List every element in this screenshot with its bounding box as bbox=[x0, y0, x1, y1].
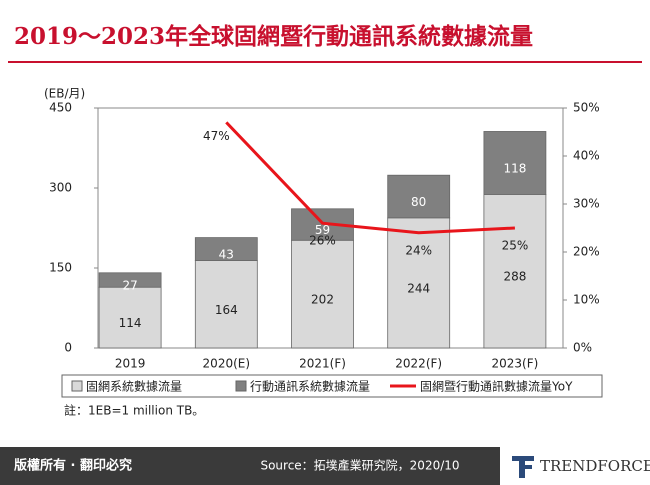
x-tick-label: 2020(E) bbox=[203, 357, 250, 371]
line-value-label: 26% bbox=[309, 234, 336, 248]
bar-segment bbox=[387, 217, 451, 349]
bar-segment bbox=[98, 272, 162, 288]
bar-value-label: 27 bbox=[122, 279, 137, 293]
y2-tick-label: 50% bbox=[573, 101, 600, 115]
bar-segment bbox=[483, 131, 547, 195]
bar-value-label: 164 bbox=[215, 303, 238, 317]
bar-segment bbox=[483, 193, 547, 349]
chart-title: 2019～2023年全球固網暨行動通訊系統數據流量 bbox=[14, 23, 533, 50]
bar-segment bbox=[291, 239, 354, 349]
logo-icon bbox=[512, 456, 534, 478]
yoy-line bbox=[225, 121, 515, 235]
logo-text: TRENDFORCE bbox=[540, 457, 650, 475]
copyright: 版權所有 · 翻印必究 bbox=[14, 458, 132, 474]
legend-label: 行動通訊系統數據流量 bbox=[250, 379, 370, 394]
y-tick-label: 150 bbox=[49, 261, 72, 275]
line-value-label: 25% bbox=[502, 239, 529, 253]
x-tick-label: 2019 bbox=[115, 357, 146, 371]
y-tick-label: 300 bbox=[49, 181, 72, 195]
note: 註：1EB=1 million TB。 bbox=[64, 404, 204, 418]
bar-value-label: 80 bbox=[411, 195, 426, 209]
bar-segment bbox=[387, 174, 451, 219]
bar-value-label: 114 bbox=[119, 316, 142, 330]
legend-swatch bbox=[71, 380, 83, 392]
legend-label: 固網暨行動通訊數據流量YoY bbox=[420, 379, 573, 394]
y2-tick-label: 30% bbox=[573, 197, 600, 211]
line-value-label: 47% bbox=[203, 129, 230, 143]
bar-segment bbox=[98, 286, 162, 349]
y-tick-label: 0 bbox=[64, 341, 72, 355]
y2-tick-label: 10% bbox=[573, 293, 600, 307]
x-tick-label: 2021(F) bbox=[299, 357, 346, 371]
bar-value-label: 118 bbox=[503, 161, 526, 175]
line-value-label: 24% bbox=[405, 243, 432, 257]
legend-label: 固網系統數據流量 bbox=[86, 380, 182, 394]
y2-tick-label: 20% bbox=[573, 245, 600, 259]
y2-tick-label: 40% bbox=[573, 149, 600, 163]
x-tick-label: 2022(F) bbox=[395, 357, 442, 371]
legend-box bbox=[61, 374, 603, 398]
bar-segment bbox=[194, 237, 258, 261]
bar-value-label: 59 bbox=[315, 223, 330, 237]
source: Source：拓墣產業研究院，2020/10 bbox=[260, 458, 459, 473]
bar-value-label: 202 bbox=[311, 293, 334, 307]
legend-swatch bbox=[235, 380, 247, 392]
y-tick-label: 450 bbox=[49, 101, 72, 115]
x-tick-label: 2023(F) bbox=[491, 357, 538, 371]
bar-value-label: 244 bbox=[407, 281, 430, 295]
y2-tick-label: 0% bbox=[573, 341, 592, 355]
bar-segment bbox=[194, 260, 258, 349]
bar-value-label: 288 bbox=[503, 270, 526, 284]
bar-value-label: 43 bbox=[219, 248, 234, 262]
y-axis-label: (EB/月) bbox=[44, 87, 85, 101]
